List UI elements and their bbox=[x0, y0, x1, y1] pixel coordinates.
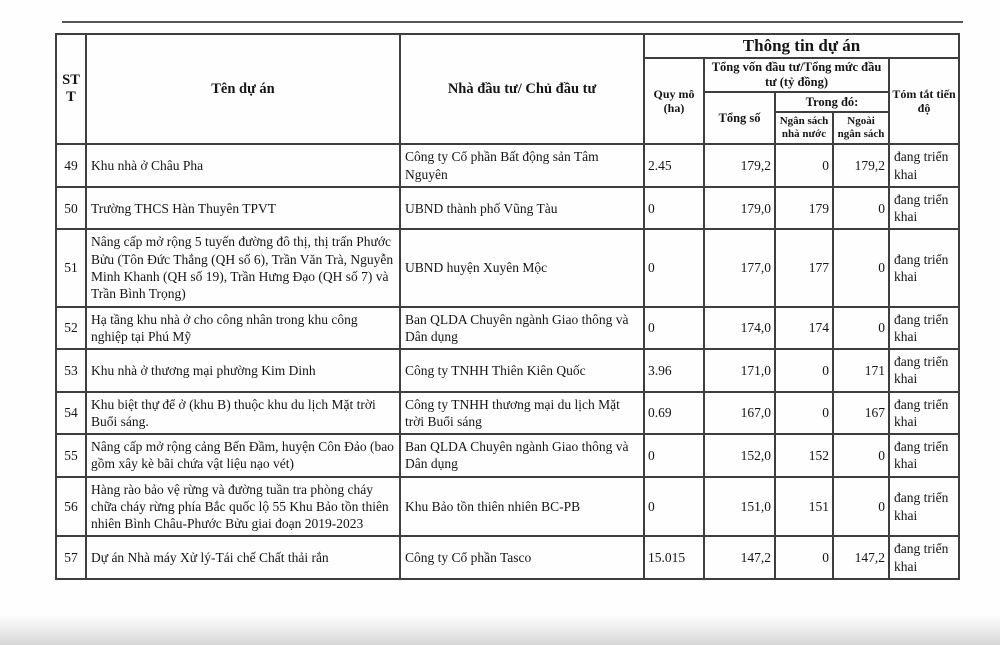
cell-scale: 2.45 bbox=[643, 143, 705, 188]
table-row: 50 Trường THCS Hàn Thuyên TPVT UBND thành … bbox=[55, 185, 961, 231]
cell-project-name: Hạ tầng khu nhà ở cho công nhân trong kh… bbox=[85, 305, 401, 351]
table-row: 57 Dự án Nhà máy Xử lý-Tái chế Chất thải … bbox=[55, 535, 961, 580]
cell-scale: 0 bbox=[643, 185, 705, 231]
cell-progress: đang triển khai bbox=[887, 348, 961, 393]
cell-non-budget: 0 bbox=[832, 185, 890, 231]
cell-non-budget: 0 bbox=[832, 228, 890, 308]
cell-stt: 55 bbox=[55, 433, 87, 478]
table-header: STT Tên dự án Nhà đầu tư/ Chủ đầu tư Thô… bbox=[55, 32, 961, 146]
cell-non-budget: 0 bbox=[832, 475, 890, 538]
cell-total-capital: 167,0 bbox=[703, 390, 776, 436]
cell-state-budget: 0 bbox=[774, 348, 834, 393]
table-row: 52 Hạ tầng khu nhà ở cho công nhân trong … bbox=[55, 305, 961, 351]
cell-progress: đang triển khai bbox=[887, 228, 961, 308]
header-non-budget: Ngoài ngân sách bbox=[832, 111, 890, 146]
cell-scale: 0.69 bbox=[643, 390, 705, 436]
cell-total-capital: 174,0 bbox=[703, 305, 776, 351]
cell-non-budget: 167 bbox=[832, 390, 890, 436]
cell-total-capital: 177,0 bbox=[703, 228, 776, 308]
cell-progress: đang triển khai bbox=[887, 305, 961, 351]
cell-investor: Công ty TNHH Thiên Kiên Quốc bbox=[399, 348, 645, 393]
cell-scale: 15.015 bbox=[643, 535, 705, 580]
cell-state-budget: 177 bbox=[774, 228, 834, 308]
cell-stt: 54 bbox=[55, 390, 87, 436]
cell-investor: UBND thành phố Vũng Tàu bbox=[399, 185, 645, 231]
header-progress: Tóm tắt tiến độ bbox=[887, 57, 961, 146]
cell-investor: Ban QLDA Chuyên ngành Giao thông và Dân … bbox=[399, 305, 645, 351]
header-state-budget: Ngân sách nhà nước bbox=[774, 111, 834, 146]
cell-investor: Ban QLDA Chuyên ngành Giao thông và Dân … bbox=[399, 433, 645, 478]
cell-investor: Khu Bảo tồn thiên nhiên BC-PB bbox=[399, 475, 645, 538]
cell-investor: Công ty TNHH thương mại du lịch Mặt trời… bbox=[399, 390, 645, 436]
header-total: Tổng số bbox=[703, 91, 776, 146]
header-of-which: Trong đó: bbox=[774, 91, 890, 114]
cell-stt: 56 bbox=[55, 475, 87, 538]
cell-progress: đang triển khai bbox=[887, 433, 961, 478]
cell-progress: đang triển khai bbox=[887, 475, 961, 538]
cell-non-budget: 179,2 bbox=[832, 143, 890, 188]
cell-state-budget: 0 bbox=[774, 143, 834, 188]
cell-project-name: Nâng cấp mở rộng 5 tuyến đường đô thị, t… bbox=[85, 228, 401, 308]
cell-scale: 0 bbox=[643, 305, 705, 351]
cell-non-budget: 171 bbox=[832, 348, 890, 393]
cell-stt: 50 bbox=[55, 185, 87, 231]
table-row: 51 Nâng cấp mở rộng 5 tuyến đường đô thị,… bbox=[55, 228, 961, 308]
cell-project-name: Nâng cấp mở rộng cảng Bến Đầm, huyện Côn… bbox=[85, 433, 401, 478]
cell-scale: 0 bbox=[643, 228, 705, 308]
cell-stt: 52 bbox=[55, 305, 87, 351]
table-body: 49 Khu nhà ở Châu Pha Công ty Cổ phần Bất … bbox=[55, 143, 961, 580]
table-row: 56 Hàng rào bảo vệ rừng và đường tuần tra… bbox=[55, 475, 961, 538]
top-rule-divider bbox=[62, 21, 963, 23]
cell-state-budget: 152 bbox=[774, 433, 834, 478]
table-row: 55 Nâng cấp mở rộng cảng Bến Đầm, huyện C… bbox=[55, 433, 961, 478]
cell-investor: Công ty Cổ phần Bất động sản Tâm Nguyên bbox=[399, 143, 645, 188]
cell-investor: UBND huyện Xuyên Mộc bbox=[399, 228, 645, 308]
cell-project-name: Trường THCS Hàn Thuyên TPVT bbox=[85, 185, 401, 231]
cell-total-capital: 179,2 bbox=[703, 143, 776, 188]
cell-total-capital: 151,0 bbox=[703, 475, 776, 538]
cell-progress: đang triển khai bbox=[887, 143, 961, 188]
header-capital-group: Tổng vốn đầu tư/Tổng mức đầu tư (tỷ đồng… bbox=[703, 57, 890, 94]
cell-project-name: Dự án Nhà máy Xử lý-Tái chế Chất thải rắ… bbox=[85, 535, 401, 580]
cell-state-budget: 179 bbox=[774, 185, 834, 231]
header-project-name: Tên dự án bbox=[85, 32, 401, 146]
table-row: 54 Khu biệt thự để ở (khu B) thuộc khu du… bbox=[55, 390, 961, 436]
cell-non-budget: 0 bbox=[832, 305, 890, 351]
cell-stt: 51 bbox=[55, 228, 87, 308]
cell-total-capital: 179,0 bbox=[703, 185, 776, 231]
cell-scale: 0 bbox=[643, 475, 705, 538]
cell-stt: 57 bbox=[55, 535, 87, 580]
header-stt: STT bbox=[55, 32, 87, 146]
cell-state-budget: 0 bbox=[774, 390, 834, 436]
cell-state-budget: 0 bbox=[774, 535, 834, 580]
cell-state-budget: 174 bbox=[774, 305, 834, 351]
table-row: 53 Khu nhà ở thương mại phường Kim Dinh Cô… bbox=[55, 348, 961, 393]
page-bottom-edge bbox=[0, 615, 1000, 645]
cell-non-budget: 0 bbox=[832, 433, 890, 478]
cell-project-name: Khu nhà ở thương mại phường Kim Dinh bbox=[85, 348, 401, 393]
cell-total-capital: 147,2 bbox=[703, 535, 776, 580]
cell-total-capital: 152,0 bbox=[703, 433, 776, 478]
cell-total-capital: 171,0 bbox=[703, 348, 776, 393]
projects-table: STT Tên dự án Nhà đầu tư/ Chủ đầu tư Thô… bbox=[55, 32, 961, 580]
cell-project-name: Khu nhà ở Châu Pha bbox=[85, 143, 401, 188]
cell-scale: 3.96 bbox=[643, 348, 705, 393]
header-investor: Nhà đầu tư/ Chủ đầu tư bbox=[399, 32, 645, 146]
cell-progress: đang triển khai bbox=[887, 390, 961, 436]
cell-stt: 53 bbox=[55, 348, 87, 393]
cell-stt: 49 bbox=[55, 143, 87, 188]
cell-scale: 0 bbox=[643, 433, 705, 478]
cell-progress: đang triển khai bbox=[887, 185, 961, 231]
header-scale: Quy mô (ha) bbox=[643, 57, 705, 146]
cell-project-name: Hàng rào bảo vệ rừng và đường tuần tra p… bbox=[85, 475, 401, 538]
cell-non-budget: 147,2 bbox=[832, 535, 890, 580]
table-row: 49 Khu nhà ở Châu Pha Công ty Cổ phần Bất … bbox=[55, 143, 961, 188]
header-project-info: Thông tin dự án bbox=[642, 32, 961, 60]
cell-progress: đang triển khai bbox=[887, 535, 961, 580]
cell-investor: Công ty Cổ phần Tasco bbox=[399, 535, 645, 580]
cell-state-budget: 151 bbox=[774, 475, 834, 538]
cell-project-name: Khu biệt thự để ở (khu B) thuộc khu du l… bbox=[85, 390, 401, 436]
